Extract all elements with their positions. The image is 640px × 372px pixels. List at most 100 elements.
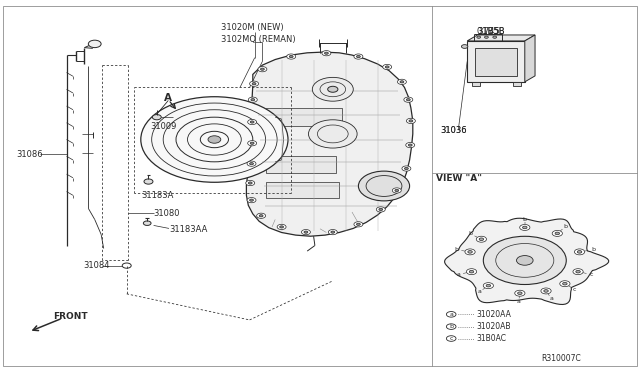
Text: R310007C: R310007C <box>541 355 580 363</box>
Circle shape <box>402 166 411 171</box>
Circle shape <box>552 230 563 236</box>
Circle shape <box>408 144 412 146</box>
Circle shape <box>354 54 363 59</box>
Circle shape <box>486 284 491 287</box>
Circle shape <box>376 207 385 212</box>
Circle shape <box>258 67 267 72</box>
Circle shape <box>260 68 264 70</box>
Circle shape <box>250 81 259 86</box>
Circle shape <box>312 77 353 101</box>
Circle shape <box>400 81 404 83</box>
Polygon shape <box>525 35 535 82</box>
Circle shape <box>468 251 472 253</box>
Text: 31B0AC: 31B0AC <box>477 334 507 343</box>
Circle shape <box>392 188 401 193</box>
Circle shape <box>522 226 527 229</box>
Circle shape <box>383 64 392 70</box>
Text: c: c <box>449 336 453 341</box>
Circle shape <box>395 189 399 192</box>
Circle shape <box>479 238 484 241</box>
Circle shape <box>250 163 253 165</box>
Text: 31183A: 31183A <box>141 191 173 200</box>
Circle shape <box>469 270 474 273</box>
Text: b: b <box>563 224 568 229</box>
Circle shape <box>141 97 288 182</box>
Circle shape <box>541 288 551 294</box>
Text: 31009: 31009 <box>150 122 177 131</box>
Circle shape <box>301 230 310 235</box>
Circle shape <box>143 221 151 225</box>
Text: b: b <box>591 247 595 252</box>
Text: 31183AA: 31183AA <box>170 225 208 234</box>
Circle shape <box>248 141 257 146</box>
Circle shape <box>575 249 585 255</box>
Text: 31084: 31084 <box>83 262 109 270</box>
Text: VIEW "A": VIEW "A" <box>436 174 483 183</box>
Text: c: c <box>573 287 577 292</box>
Circle shape <box>461 45 468 48</box>
Circle shape <box>555 232 559 235</box>
Circle shape <box>247 161 256 166</box>
Circle shape <box>152 115 161 120</box>
Circle shape <box>248 97 257 102</box>
Circle shape <box>484 36 488 38</box>
Circle shape <box>397 79 406 84</box>
Circle shape <box>246 180 255 186</box>
Circle shape <box>251 99 255 101</box>
Text: A: A <box>164 93 172 103</box>
Circle shape <box>406 118 415 124</box>
Text: c: c <box>589 272 593 277</box>
Circle shape <box>257 213 266 218</box>
Circle shape <box>404 167 408 170</box>
Bar <box>266 182 339 198</box>
Circle shape <box>259 215 263 217</box>
Circle shape <box>287 54 296 59</box>
Circle shape <box>409 120 413 122</box>
Circle shape <box>493 36 497 38</box>
Text: 31036: 31036 <box>440 126 467 135</box>
Text: b: b <box>523 217 527 222</box>
Text: b: b <box>454 247 458 252</box>
Circle shape <box>331 231 335 233</box>
Circle shape <box>304 231 308 233</box>
Circle shape <box>483 236 566 285</box>
Circle shape <box>248 182 252 184</box>
Circle shape <box>280 226 284 228</box>
Text: a: a <box>516 299 520 304</box>
Circle shape <box>328 86 338 92</box>
Polygon shape <box>467 35 535 41</box>
Text: 3102MQ (REMAN): 3102MQ (REMAN) <box>221 35 296 44</box>
Circle shape <box>322 51 331 56</box>
Circle shape <box>518 292 522 295</box>
Circle shape <box>379 208 383 211</box>
Circle shape <box>406 142 415 148</box>
Text: 0.745: 0.745 <box>477 27 500 36</box>
Circle shape <box>560 281 570 287</box>
Bar <box>475 48 517 76</box>
Circle shape <box>356 55 360 58</box>
Circle shape <box>563 282 567 285</box>
Circle shape <box>577 251 582 253</box>
Circle shape <box>406 99 410 101</box>
Circle shape <box>208 136 221 143</box>
Circle shape <box>516 256 533 265</box>
Bar <box>266 108 342 126</box>
Circle shape <box>247 198 256 203</box>
Circle shape <box>354 222 363 227</box>
Circle shape <box>250 199 253 201</box>
Bar <box>467 41 525 82</box>
Text: a: a <box>449 312 453 317</box>
Text: 31B5B: 31B5B <box>477 27 504 36</box>
Circle shape <box>144 179 153 184</box>
Text: 31086: 31086 <box>16 150 43 159</box>
Circle shape <box>88 40 101 48</box>
Circle shape <box>324 52 328 54</box>
Circle shape <box>573 269 583 275</box>
Circle shape <box>252 83 256 85</box>
Text: b: b <box>468 231 472 237</box>
Text: 31020AA: 31020AA <box>477 310 511 319</box>
Bar <box>513 82 521 86</box>
Circle shape <box>356 223 360 225</box>
Text: 31020AB: 31020AB <box>477 322 511 331</box>
Text: a: a <box>549 296 553 301</box>
